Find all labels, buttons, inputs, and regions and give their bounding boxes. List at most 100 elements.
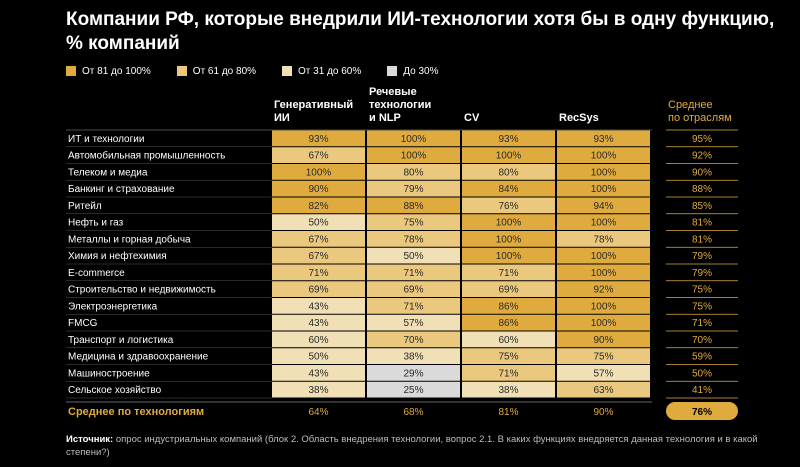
cell-value: 76%: [498, 201, 518, 212]
cell-value: 80%: [498, 167, 518, 178]
cell-value: 82%: [308, 201, 328, 212]
cell-value: 86%: [498, 318, 518, 329]
cell-value: 67%: [308, 234, 328, 245]
legend-swatch: [66, 66, 76, 76]
heat-cell: [462, 348, 555, 364]
avg-column-header: Среднее: [668, 99, 713, 111]
heat-cell: [462, 381, 555, 398]
heat-cell: [272, 214, 365, 230]
heat-cell: [462, 314, 555, 331]
column-average-value: 90%: [593, 407, 613, 418]
cell-value: 86%: [498, 301, 518, 312]
cell-value: 50%: [308, 218, 328, 229]
heat-cell: [367, 381, 460, 398]
cell-value: 71%: [498, 268, 518, 279]
row-average-value: 41%: [692, 385, 712, 396]
heat-cell: [557, 348, 650, 364]
row-label: Нефть и газ: [68, 217, 124, 229]
cell-value: 50%: [308, 352, 328, 363]
heat-cell: [367, 264, 460, 281]
cell-value: 71%: [308, 268, 328, 279]
cell-value: 60%: [308, 335, 328, 346]
source-label: Источник:: [66, 434, 114, 445]
heat-cell: [557, 180, 650, 197]
heat-cell: [272, 164, 365, 180]
legend-swatch: [282, 66, 293, 76]
row-label: Автомобильная промышленность: [68, 150, 225, 162]
cell-value: 25%: [403, 385, 423, 396]
row-label: Телеком и медиа: [68, 167, 148, 178]
cell-value: 100%: [591, 268, 617, 279]
heat-cell: [557, 314, 650, 331]
cell-value: 71%: [498, 368, 518, 379]
heat-cell: [557, 298, 650, 314]
heat-cell: [272, 231, 365, 247]
cell-value: 100%: [591, 184, 617, 195]
column-header-3: RecSys: [559, 112, 599, 124]
heat-cell: [367, 180, 460, 197]
legend-label: От 61 до 80%: [192, 65, 257, 77]
cell-value: 75%: [403, 218, 423, 229]
column-average-value: 81%: [498, 407, 518, 418]
cell-value: 88%: [403, 201, 423, 212]
heat-cell: [462, 197, 555, 214]
cell-value: 100%: [591, 167, 617, 178]
cell-value: 100%: [591, 251, 617, 262]
heat-cell: [272, 147, 365, 163]
column-average-value: 64%: [308, 407, 328, 418]
heat-cell: [462, 264, 555, 281]
cell-value: 90%: [593, 335, 613, 346]
row-average-value: 50%: [692, 368, 712, 379]
column-header-1: технологии: [369, 99, 431, 111]
cell-value: 92%: [593, 285, 613, 296]
heat-cell: [367, 147, 460, 163]
heat-cell: [272, 281, 365, 297]
row-average-value: 59%: [692, 352, 712, 363]
heat-cell: [557, 331, 650, 348]
heat-cell: [462, 130, 555, 147]
row-average-value: 88%: [692, 184, 712, 195]
cell-value: 100%: [496, 251, 522, 262]
legend-swatch: [176, 66, 187, 76]
avg-row-label: Среднее по технологиям: [68, 406, 204, 418]
heat-cell: [272, 365, 365, 381]
heat-cell: [557, 197, 650, 214]
heat-cell: [272, 381, 365, 398]
heat-cell: [272, 348, 365, 364]
heat-cell: [462, 365, 555, 381]
source-text: опрос индустриальных компаний (блок 2. О…: [66, 434, 758, 458]
row-label: Строительство и недвижимость: [68, 285, 216, 296]
cell-value: 94%: [593, 201, 613, 212]
cell-value: 38%: [498, 385, 518, 396]
row-average-value: 79%: [692, 268, 712, 279]
avg-column-header: по отраслям: [668, 112, 732, 124]
cell-value: 70%: [403, 335, 423, 346]
legend-item-81-100: От 81 до 100%: [66, 66, 151, 77]
cell-value: 100%: [496, 218, 522, 229]
cell-value: 100%: [496, 151, 522, 162]
row-label: Медицина и здравоохранение: [68, 352, 209, 363]
column-header-1: и NLP: [369, 112, 401, 124]
heat-cell: [367, 164, 460, 180]
column-header-0: Генеративный: [274, 99, 353, 111]
cell-value: 100%: [401, 134, 427, 145]
cell-value: 67%: [308, 251, 328, 262]
row-label: Металлы и горная добыча: [68, 233, 191, 245]
row-label: Электроэнергетика: [68, 301, 158, 312]
heat-cell: [557, 247, 650, 264]
heat-cell: [367, 231, 460, 247]
legend-item-31-60: От 31 до 60%: [282, 66, 361, 77]
row-average-value: 70%: [692, 335, 712, 346]
legend-label: От 81 до 100%: [82, 65, 151, 77]
row-label: Транспорт и логистика: [68, 335, 174, 346]
column-header-2: CV: [464, 112, 480, 124]
cell-value: 100%: [306, 167, 332, 178]
heat-cell: [367, 214, 460, 230]
legend-label: От 31 до 60%: [298, 65, 362, 77]
heat-cell: [367, 197, 460, 214]
heat-cell: [272, 331, 365, 348]
heat-cell: [557, 147, 650, 163]
row-average-value: 90%: [692, 167, 712, 178]
heat-cell: [557, 381, 650, 398]
legend-swatch: [387, 66, 398, 76]
